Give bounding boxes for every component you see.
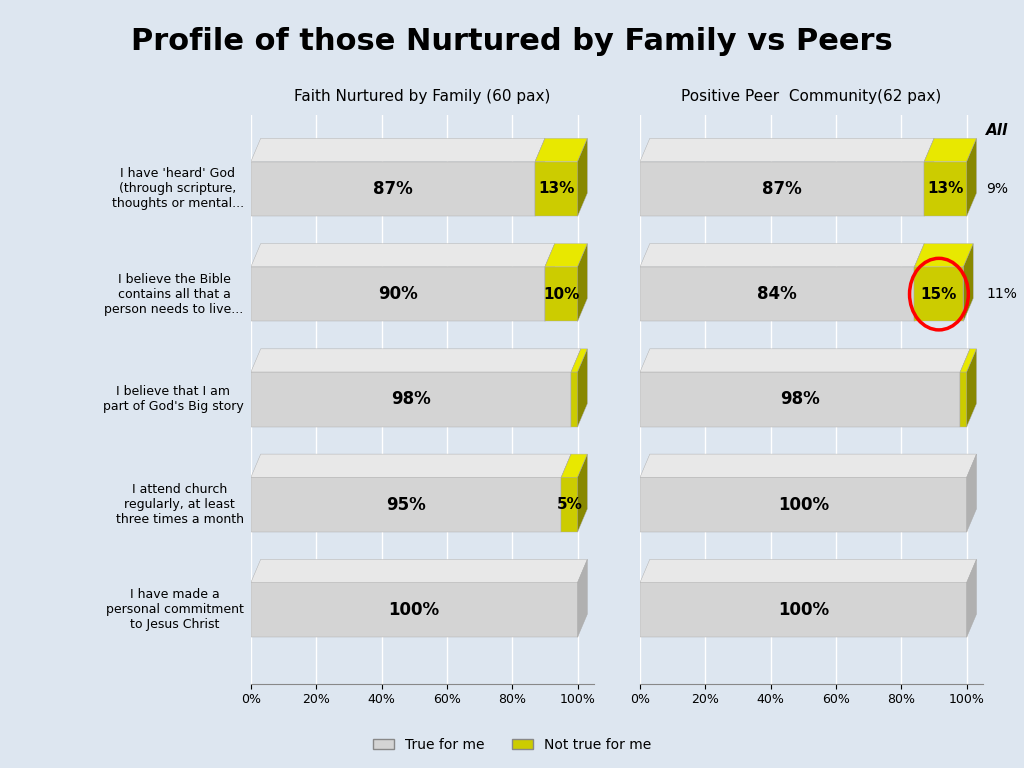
Polygon shape [578,243,588,322]
Text: 90%: 90% [378,285,418,303]
Polygon shape [545,243,555,322]
Bar [640,477,967,532]
Polygon shape [961,349,977,372]
Polygon shape [640,559,977,582]
Legend: True for me, Not true for me: True for me, Not true for me [368,732,656,757]
Polygon shape [251,454,571,477]
Polygon shape [925,138,977,161]
Polygon shape [967,349,977,427]
Polygon shape [251,349,581,372]
Polygon shape [964,243,973,322]
Text: 98%: 98% [391,390,431,409]
Text: 10%: 10% [543,286,580,302]
Polygon shape [251,559,588,582]
Polygon shape [961,349,970,427]
Bar [536,161,578,217]
Text: 87%: 87% [762,180,802,198]
Polygon shape [925,138,934,217]
Text: Profile of those Nurtured by Family vs Peers: Profile of those Nurtured by Family vs P… [131,27,893,56]
Polygon shape [561,454,588,477]
Polygon shape [571,349,588,372]
Polygon shape [536,138,588,161]
Bar [640,161,925,217]
Text: 98%: 98% [780,390,820,409]
Bar [925,161,967,217]
Text: 84%: 84% [758,285,797,303]
Text: 9%: 9% [986,182,1009,196]
Bar [640,266,914,322]
Bar [571,372,578,427]
Polygon shape [640,138,934,161]
Bar [251,161,536,217]
Polygon shape [251,243,555,266]
Bar [251,372,571,427]
Text: I attend church
regularly, at least
three times a month: I attend church regularly, at least thre… [116,483,244,526]
Polygon shape [571,349,581,427]
Polygon shape [640,454,977,477]
Bar [251,582,578,637]
Text: 100%: 100% [778,601,828,619]
Bar [251,477,561,532]
Bar [545,266,578,322]
Text: I have made a
personal commitment
to Jesus Christ: I have made a personal commitment to Jes… [105,588,244,631]
Polygon shape [640,243,925,266]
Polygon shape [578,349,588,427]
Polygon shape [578,138,588,217]
Text: 100%: 100% [389,601,439,619]
Title: Faith Nurtured by Family (60 pax): Faith Nurtured by Family (60 pax) [294,89,551,104]
Text: 5%: 5% [556,497,583,512]
Polygon shape [545,243,588,266]
Bar [640,372,961,427]
Polygon shape [967,138,977,217]
Polygon shape [967,559,977,637]
Text: I believe that I am
part of God's Big story: I believe that I am part of God's Big st… [103,386,244,413]
Polygon shape [967,454,977,532]
Text: 11%: 11% [986,287,1017,301]
Bar [561,477,578,532]
Text: 15%: 15% [921,286,957,302]
Bar [961,372,967,427]
Polygon shape [561,454,571,532]
Polygon shape [914,243,973,266]
Text: 13%: 13% [539,181,574,197]
Polygon shape [914,243,925,322]
Polygon shape [640,349,970,372]
Polygon shape [251,138,545,161]
Bar [251,266,545,322]
Title: Positive Peer  Community(62 pax): Positive Peer Community(62 pax) [681,89,942,104]
Text: 87%: 87% [373,180,413,198]
Polygon shape [536,138,545,217]
Text: 13%: 13% [928,181,964,197]
Text: I believe the Bible
contains all that a
person needs to live...: I believe the Bible contains all that a … [104,273,244,316]
Text: 100%: 100% [778,495,828,514]
Bar [914,266,964,322]
Polygon shape [578,559,588,637]
Text: All: All [986,124,1009,138]
Text: I have 'heard' God
(through scripture,
thoughts or mental...: I have 'heard' God (through scripture, t… [112,167,244,210]
Polygon shape [578,454,588,532]
Bar [640,582,967,637]
Text: 95%: 95% [386,495,426,514]
